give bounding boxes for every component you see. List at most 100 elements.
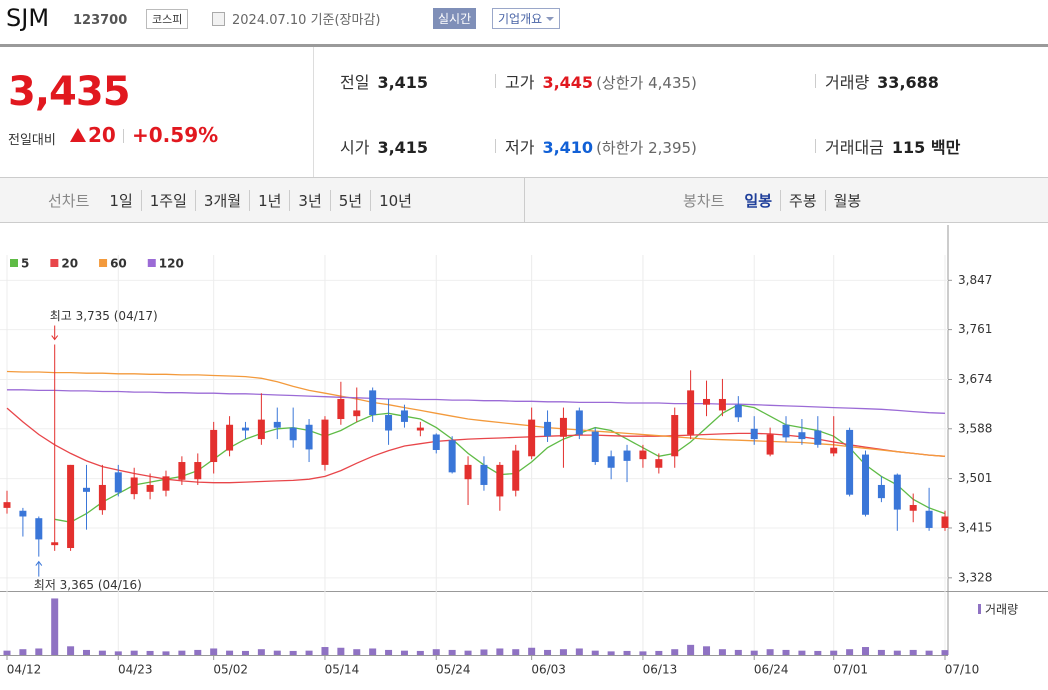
volume-bar [687,644,695,655]
stat-label: 거래대금 [825,138,884,157]
candle-body [544,421,552,437]
volume-bar [51,598,59,655]
volume-bar [241,650,249,655]
tab[interactable]: 일봉 [736,190,782,211]
x-tick-label: 07/10 [945,663,980,677]
candle-body [19,510,27,517]
volume-bar [114,651,122,655]
volume-bar [226,650,234,655]
y-tick-label: 3,674 [958,372,992,386]
candle-body [877,484,885,499]
tab[interactable]: 5년 [331,190,372,211]
tab[interactable]: 주봉 [781,190,826,211]
candle-body [51,542,59,546]
company-info-button[interactable]: 기업개요 [492,8,561,29]
volume-bar [162,651,170,655]
candle-body [703,398,711,405]
candle-body [480,464,488,485]
volume-bar [814,650,822,655]
y-tick-label: 3,501 [958,471,992,485]
volume-bar [925,650,933,655]
volume-bar [671,649,679,655]
volume-bar [528,647,536,655]
x-tick-label: 06/03 [531,663,566,677]
candle-body [162,476,170,491]
volume-bar [782,649,790,655]
ma-line [6,370,946,457]
volume-bar [655,650,663,655]
stat-label: 저가 [505,138,535,157]
candle-body [528,419,536,457]
volume-bar [353,649,361,655]
volume-bar [941,650,949,655]
realtime-button[interactable]: 실시간 [433,8,477,29]
tab[interactable]: 3년 [290,190,331,211]
change-label: 전일대비 [8,133,56,148]
legend-swatch [10,259,18,267]
stock-code: 123700 [73,13,128,28]
x-tick-label: 05/14 [325,663,360,677]
tab[interactable]: 1주일 [142,190,196,211]
candle-body [210,429,218,463]
candle-body [559,417,567,437]
y-tick-label: 3,328 [958,570,992,584]
low-annotation: 최저 3,365 (04/16) [34,578,142,592]
tab[interactable]: 3개월 [196,190,251,211]
volume-bar [400,650,408,655]
volume-bar [257,649,265,655]
candle-body [734,404,742,418]
stat: 저가 3,410 (하한가 2,395) [505,134,697,158]
volume-bar [862,647,870,655]
x-tick-label: 06/24 [754,663,789,677]
volume-bar [877,649,885,655]
x-tick-label: 05/24 [436,663,471,677]
candle-body [432,434,440,450]
market-badge: 코스피 [146,9,189,29]
candle-body [591,431,599,463]
stat-note: (하한가 2,395) [596,139,697,157]
volume-bar [623,650,631,655]
volume-bar [798,650,806,655]
volume-bar [830,650,838,655]
price-box: 3,435 전일대비 20 +0.59% [0,47,314,177]
annotation-arrow-head [51,335,59,341]
candle-body [687,390,695,435]
annotation-arrow-head [35,560,43,566]
y-tick-label: 3,588 [958,421,992,435]
volume-bar [289,650,297,655]
candle-body [512,450,520,491]
volume-bar [512,649,520,655]
volume-bar [718,649,726,655]
chart-tabs: 선차트 1일 1주일 3개월 1년 3년 5년 10년 봉차트 일봉 주봉 월봉 [0,178,1048,223]
volume-bar [35,648,43,655]
separator [524,178,525,222]
volume-bar [893,650,901,655]
candle-body [3,502,11,508]
volume-bar [448,649,456,655]
stat: 전일 3,415 [340,69,428,93]
volume-bar [559,649,567,655]
x-tick-label: 06/13 [643,663,678,677]
tab[interactable]: 10년 [379,192,412,210]
candle-body [830,447,838,454]
candle-body [909,505,917,511]
candle-body [798,432,806,440]
volume-bar [703,646,711,655]
separator [123,129,124,143]
separator [815,139,816,153]
candle-body [623,450,631,461]
y-tick-label: 3,847 [958,273,992,287]
stat-label: 고가 [505,73,535,92]
tab[interactable]: 1일 [101,190,142,211]
volume-bar [130,650,138,655]
tab[interactable]: 1년 [250,190,291,211]
volume-bar [321,647,329,655]
separator [495,139,496,153]
volume-bar [273,650,281,655]
candle-body [671,415,679,457]
volume-bar [146,650,154,655]
change-rate: +0.59% [132,123,219,147]
stat-value: 33,688 [877,73,939,92]
tab[interactable]: 월봉 [833,192,862,210]
